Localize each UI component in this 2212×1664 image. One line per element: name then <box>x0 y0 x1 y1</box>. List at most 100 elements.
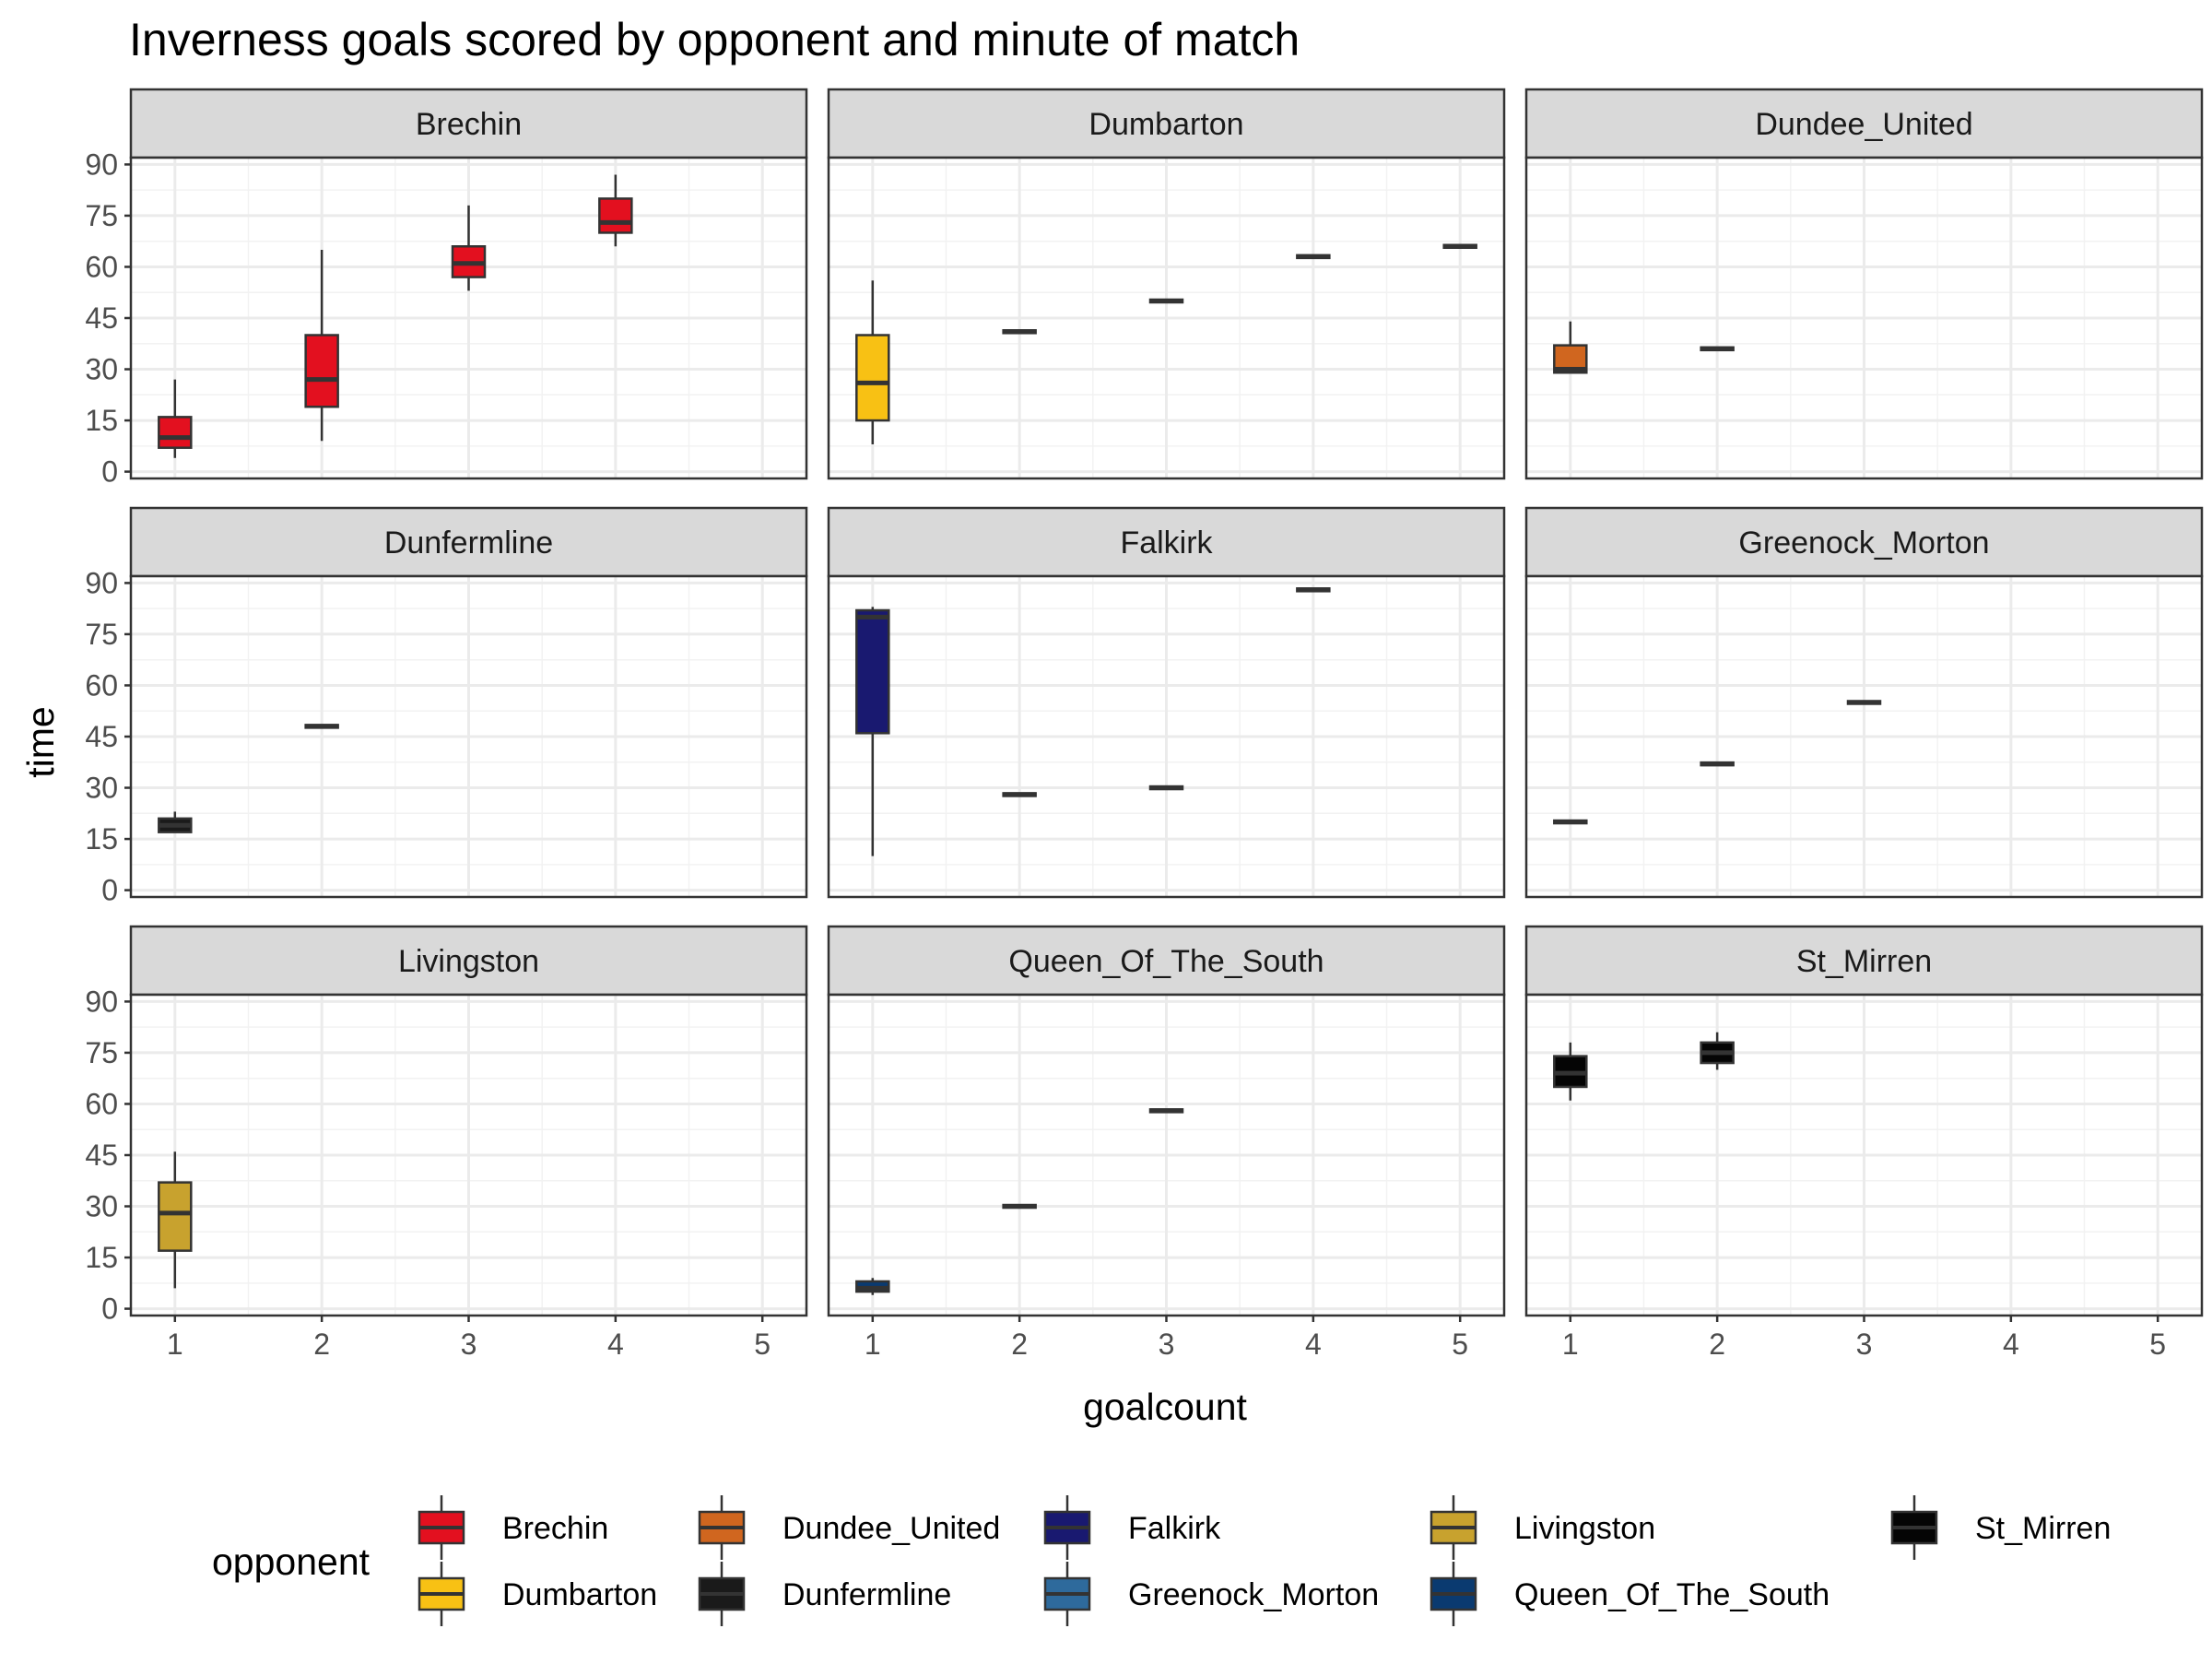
y-tick-label: 15 <box>85 1241 118 1274</box>
legend-entry-Dunfermline: Dunfermline <box>698 1562 951 1626</box>
facet-strip-label: Dundee_United <box>1755 107 1972 142</box>
legend-label: Queen_Of_The_South <box>1514 1577 1830 1612</box>
box-plot-Queen_Of_The_South-1 <box>855 1278 890 1295</box>
box-plot-Brechin-4 <box>598 174 633 247</box>
legend-label: St_Mirren <box>1975 1511 2111 1546</box>
legend-entry-Livingston: Livingston <box>1430 1495 1655 1560</box>
facet-panel: Dumbarton <box>827 88 1506 480</box>
facet-strip-label: Falkirk <box>1120 525 1213 561</box>
box-plot-St_Mirren-2 <box>1700 1032 1735 1070</box>
facet-panel: St_Mirren 1 2 3 4 5 <box>1524 925 2204 1361</box>
facet-strip <box>1524 88 2204 159</box>
legend-entry-Greenock_Morton: Greenock_Morton <box>1043 1562 1379 1626</box>
legend-entry-St_Mirren: St_Mirren <box>1890 1495 2111 1560</box>
y-axis-title: time <box>19 706 62 777</box>
chart-title: Inverness goals scored by opponent and m… <box>129 14 1300 65</box>
panel-border <box>827 156 1506 480</box>
box-iqr <box>855 334 890 422</box>
y-tick-label: 30 <box>85 1190 118 1223</box>
x-tick-label: 3 <box>1856 1328 1873 1361</box>
x-tick-label: 4 <box>2003 1328 2019 1361</box>
x-tick-label: 2 <box>1011 1328 1028 1361</box>
facet-panel: Falkirk <box>827 506 1506 899</box>
box-plot-Brechin-2 <box>304 249 339 442</box>
legend-entry-Brechin: Brechin <box>418 1495 608 1560</box>
x-tick-label: 3 <box>461 1328 477 1361</box>
y-tick-label: 60 <box>85 250 118 283</box>
y-tick-label: 15 <box>85 404 118 437</box>
box-plot-St_Mirren-1 <box>1553 1042 1588 1101</box>
box-plot-Falkirk-3 <box>1148 785 1184 791</box>
facet-strip-label: Brechin <box>416 107 522 142</box>
box-plot-Falkirk-2 <box>1002 792 1037 797</box>
x-tick-label: 1 <box>865 1328 881 1361</box>
panel-border <box>827 574 1506 899</box>
box-plot-Falkirk-4 <box>1296 587 1331 593</box>
x-tick-label: 5 <box>1452 1328 1468 1361</box>
box-plot-Dundee_United-2 <box>1700 346 1735 352</box>
facet-panel: Dunfermline 0 15 30 45 60 75 90 <box>85 506 808 907</box>
legend-label: Greenock_Morton <box>1128 1577 1379 1612</box>
x-tick-label: 1 <box>167 1328 183 1361</box>
box-plot-Greenock_Morton-1 <box>1553 819 1588 825</box>
box-plot-Queen_Of_The_South-3 <box>1148 1108 1184 1114</box>
y-tick-label: 75 <box>85 199 118 232</box>
legend-entry-Queen_Of_The_South: Queen_Of_The_South <box>1430 1562 1830 1626</box>
box-plot-Dumbarton-3 <box>1148 298 1184 304</box>
box-iqr <box>158 416 193 449</box>
box-plot-Dumbarton-2 <box>1002 329 1037 335</box>
facet-strip-label: Livingston <box>398 944 539 979</box>
y-tick-label: 30 <box>85 772 118 805</box>
x-tick-label: 4 <box>1305 1328 1322 1361</box>
facet-panel: Greenock_Morton <box>1524 506 2204 899</box>
panel-border <box>1524 156 2204 480</box>
y-tick-label: 45 <box>85 1139 118 1172</box>
legend-label: Brechin <box>502 1511 608 1546</box>
box-plot-Greenock_Morton-3 <box>1846 700 1882 705</box>
facet-strip-label: St_Mirren <box>1796 944 1932 979</box>
facet-panel: Dundee_United <box>1524 88 2204 480</box>
facet-strip <box>129 506 808 578</box>
box-plot-Livingston-1 <box>158 1151 193 1289</box>
facet-strip <box>129 88 808 159</box>
box-plot-Dumbarton-5 <box>1442 243 1477 250</box>
y-tick-label: 75 <box>85 1036 118 1069</box>
box-iqr <box>598 197 633 234</box>
legend-entry-Dumbarton: Dumbarton <box>418 1562 657 1626</box>
panel-border <box>1524 574 2204 899</box>
legend-label: Dundee_United <box>782 1511 1000 1546</box>
box-plot-Brechin-3 <box>451 205 487 291</box>
legend-entry-Dundee_United: Dundee_United <box>698 1495 1000 1560</box>
facet-strip-label: Dumbarton <box>1088 107 1243 142</box>
box-plot-Queen_Of_The_South-2 <box>1002 1203 1037 1210</box>
y-tick-label: 0 <box>101 1292 118 1326</box>
box-plot-Dundee_United-1 <box>1553 321 1588 374</box>
legend-label: Livingston <box>1514 1511 1655 1546</box>
y-tick-label: 60 <box>85 1087 118 1120</box>
facet-strip-label: Dunfermline <box>384 525 553 561</box>
y-tick-label: 45 <box>85 301 118 335</box>
box-plot-Brechin-1 <box>158 379 193 458</box>
box-plot-Dunfermline-1 <box>158 811 193 833</box>
facet-panel: Brechin 0 15 30 45 60 75 90 <box>85 88 808 489</box>
y-tick-label: 45 <box>85 720 118 753</box>
x-tick-label: 5 <box>754 1328 771 1361</box>
y-tick-label: 75 <box>85 618 118 651</box>
legend-label: Dunfermline <box>782 1577 951 1612</box>
y-tick-label: 60 <box>85 668 118 702</box>
y-tick-label: 30 <box>85 353 118 386</box>
box-iqr <box>855 608 890 735</box>
x-tick-label: 3 <box>1159 1328 1175 1361</box>
facet-panel: Queen_Of_The_South 1 2 3 4 5 <box>827 925 1506 1361</box>
x-tick-label: 5 <box>2149 1328 2166 1361</box>
legend-title: opponent <box>212 1540 371 1583</box>
x-tick-label: 4 <box>607 1328 624 1361</box>
x-tick-label: 2 <box>1709 1328 1725 1361</box>
y-tick-label: 90 <box>85 148 118 181</box>
facet-strip <box>1524 925 2204 997</box>
box-plot-Dumbarton-1 <box>855 280 890 444</box>
box-plot-Falkirk-1 <box>855 607 890 856</box>
